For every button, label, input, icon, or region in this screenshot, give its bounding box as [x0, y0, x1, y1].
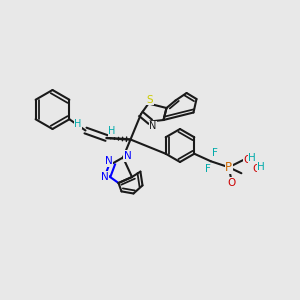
- Text: O: O: [252, 164, 260, 174]
- Text: N: N: [105, 156, 113, 166]
- Text: H: H: [248, 153, 256, 163]
- Text: O: O: [243, 155, 251, 165]
- Text: F: F: [212, 148, 218, 158]
- Text: S: S: [147, 95, 153, 105]
- Text: P: P: [225, 161, 232, 174]
- Text: H: H: [74, 119, 82, 129]
- Text: N: N: [124, 151, 131, 161]
- Text: N: N: [149, 121, 157, 131]
- Text: H: H: [257, 162, 265, 172]
- Text: F: F: [205, 164, 211, 174]
- Text: O: O: [227, 178, 235, 188]
- Text: H: H: [108, 126, 116, 136]
- Text: N: N: [100, 172, 108, 182]
